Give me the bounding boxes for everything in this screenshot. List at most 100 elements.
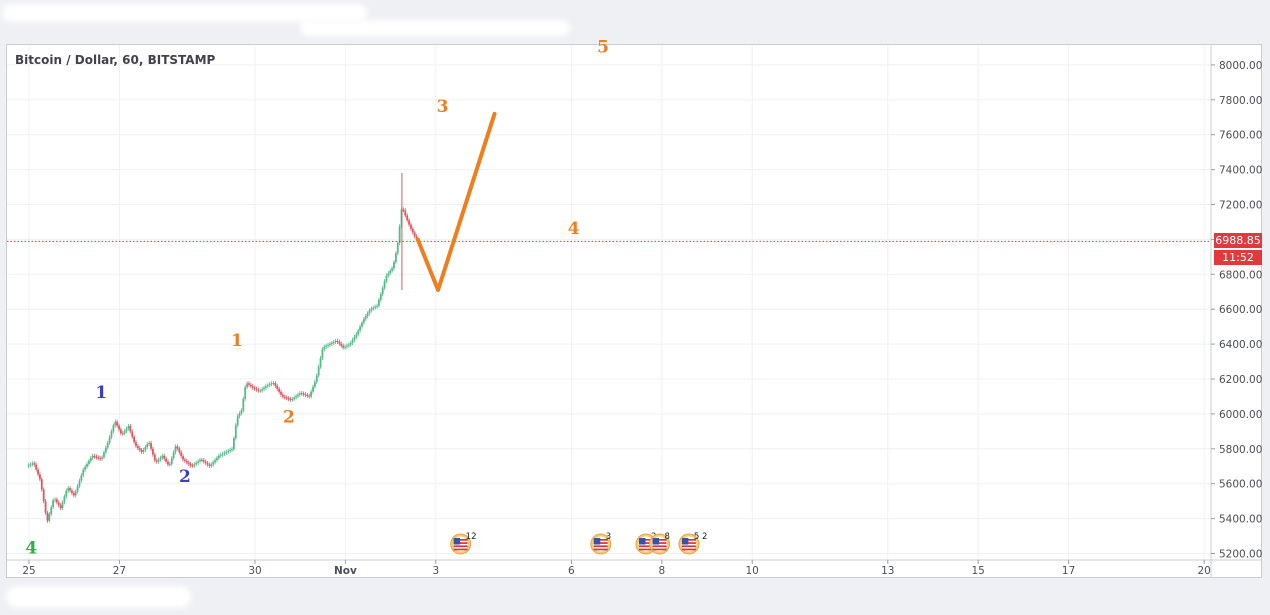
candle-body	[103, 452, 105, 458]
countdown-tag: 11:52	[1214, 250, 1262, 265]
time-tick-label: 25	[22, 565, 35, 577]
price-tick-label: 6000.00	[1219, 409, 1262, 421]
candle-body	[91, 455, 94, 459]
candle-body	[193, 464, 196, 466]
candle-body	[112, 425, 115, 432]
candle-body	[106, 442, 109, 448]
candle-body	[170, 458, 173, 464]
candle-body	[148, 442, 151, 445]
candle-body	[376, 305, 378, 307]
candle-body	[72, 493, 75, 496]
candle-body	[281, 394, 284, 397]
candle-body	[191, 465, 194, 467]
candles	[27, 173, 418, 523]
candle-body	[178, 448, 181, 453]
price-tick-label: 6200.00	[1219, 374, 1262, 386]
candle-body	[136, 446, 139, 449]
candle-body	[259, 390, 262, 392]
time-axis: 25 27 30 Nov 3 6 8 10 13 15 17 20	[7, 559, 1261, 577]
candle-body	[93, 455, 96, 457]
candle-body	[349, 342, 352, 345]
candle-body	[50, 507, 53, 514]
candle-body	[227, 450, 230, 452]
candle-body	[212, 462, 215, 465]
candle-body	[155, 460, 158, 462]
candle-body	[315, 375, 318, 382]
candle-body	[291, 399, 294, 401]
candle-body	[231, 448, 233, 450]
candle-body	[278, 388, 281, 392]
candle-body	[317, 366, 320, 376]
candle-body	[44, 501, 47, 513]
candle-body	[283, 396, 286, 398]
price-tick-label: 6600.00	[1219, 304, 1262, 316]
candle-body	[368, 310, 371, 314]
candle-body	[27, 465, 30, 467]
time-tick-label: 20	[1198, 565, 1211, 577]
price-tick-label: 6400.00	[1219, 339, 1262, 351]
candle-body	[223, 452, 226, 454]
candle-body	[387, 273, 390, 276]
candle-body	[389, 270, 392, 274]
candle-body	[165, 458, 168, 462]
event-count: 3	[606, 532, 611, 542]
event-flag-stripe	[453, 548, 468, 551]
event-flag-stripe	[652, 545, 667, 548]
candle-body	[338, 341, 341, 344]
candle-body	[325, 345, 328, 347]
candle-body	[206, 463, 209, 465]
chart-frame[interactable]	[6, 44, 1262, 578]
candle-body	[144, 447, 147, 450]
candle-body	[257, 389, 260, 391]
candle-body	[150, 442, 152, 449]
event-flag-stripe	[652, 539, 667, 541]
top-smudge-2	[300, 20, 570, 36]
event-flag-stripe	[453, 542, 468, 544]
event-count: 5 2	[694, 532, 708, 542]
event-flag-canton	[638, 538, 646, 545]
candle-body	[410, 224, 412, 229]
candle-body	[381, 287, 384, 295]
candle-body	[114, 421, 117, 426]
time-tick-label: Nov	[334, 565, 357, 577]
candle-body	[31, 463, 34, 465]
candle-body	[248, 383, 250, 385]
candle-body	[391, 268, 394, 271]
candle-body	[131, 431, 134, 437]
candle-body	[125, 428, 128, 431]
wave-label: 1	[231, 331, 243, 351]
event-flag-stripe	[681, 539, 696, 541]
candle-body	[242, 398, 245, 411]
candle-body	[240, 410, 243, 414]
event-flag-stripe	[638, 542, 653, 544]
candle-body	[199, 459, 201, 462]
candle-body	[84, 466, 87, 470]
candle-body	[300, 393, 303, 395]
price-tick-label: 5800.00	[1219, 444, 1262, 456]
event-flag-stripe	[453, 539, 468, 541]
candle-body	[86, 463, 88, 467]
candle-body	[346, 345, 348, 347]
candle-body	[383, 281, 386, 288]
candle-body	[323, 346, 326, 350]
candle-body	[217, 455, 220, 458]
candle-body	[63, 496, 66, 503]
candle-body	[406, 215, 409, 221]
candle-body	[319, 358, 322, 367]
candle-body	[127, 426, 130, 429]
candle-body	[210, 464, 213, 466]
price-tick-label: 6800.00	[1219, 269, 1262, 281]
candle-body	[33, 463, 36, 465]
candle-body	[347, 344, 350, 346]
candle-body	[104, 447, 107, 453]
candle-body	[342, 345, 345, 348]
candle-body	[374, 306, 377, 308]
candle-body	[46, 512, 49, 521]
candle-body	[219, 454, 222, 456]
candle-body	[133, 436, 135, 443]
candle-body	[59, 505, 62, 509]
candle-body	[332, 341, 335, 343]
time-tick-label: 3	[432, 565, 439, 577]
price-tick-label: 5200.00	[1219, 549, 1262, 561]
